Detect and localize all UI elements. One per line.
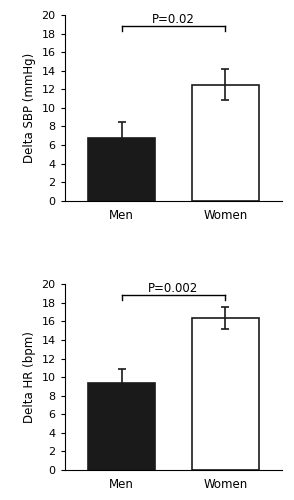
Bar <box>88 138 155 200</box>
Bar <box>192 318 259 470</box>
Y-axis label: Delta HR (bpm): Delta HR (bpm) <box>23 331 36 423</box>
Y-axis label: Delta SBP (mmHg): Delta SBP (mmHg) <box>23 52 36 163</box>
Bar <box>88 382 155 470</box>
Bar <box>192 84 259 200</box>
Text: P=0.002: P=0.002 <box>148 282 198 295</box>
Text: P=0.02: P=0.02 <box>152 12 195 26</box>
